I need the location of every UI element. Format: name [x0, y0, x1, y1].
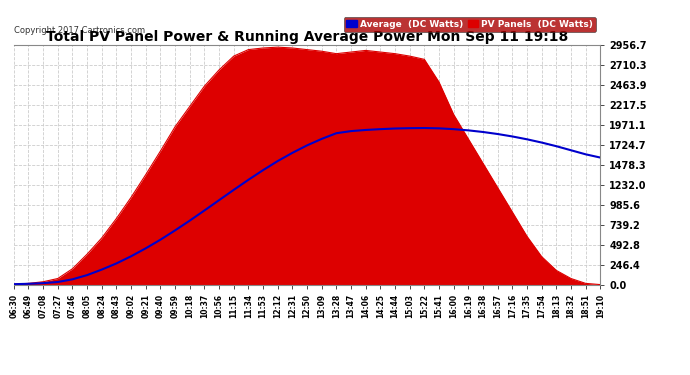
Text: Copyright 2017 Cartronics.com: Copyright 2017 Cartronics.com: [14, 26, 145, 35]
Legend: Average  (DC Watts), PV Panels  (DC Watts): Average (DC Watts), PV Panels (DC Watts): [344, 17, 595, 32]
Title: Total PV Panel Power & Running Average Power Mon Sep 11 19:18: Total PV Panel Power & Running Average P…: [46, 30, 568, 44]
